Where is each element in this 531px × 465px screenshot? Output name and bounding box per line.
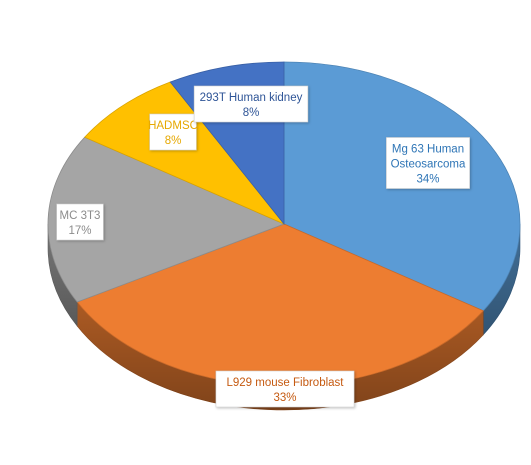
data-label-percent: 17% xyxy=(68,225,91,237)
data-label-category: MC 3T3 xyxy=(60,210,101,222)
data-label-category: 293T Human kidney xyxy=(200,92,303,104)
data-label-percent: 34% xyxy=(416,174,439,186)
data-label-category: L929 mouse Fibroblast xyxy=(227,377,345,389)
data-label-percent: 8% xyxy=(165,135,182,147)
data-label-mc-3t3: MC 3T3 17% xyxy=(56,203,104,241)
pie-top xyxy=(47,61,521,387)
data-label-mg-63-human-osteosarcoma: Mg 63 Human Osteosarcoma 34% xyxy=(386,137,470,189)
data-label-box xyxy=(386,137,470,189)
data-label-box xyxy=(149,113,197,151)
data-label-293t-human-kidney: 293T Human kidney 8% xyxy=(193,85,309,123)
data-label-hadmsc: HADMSC 8% xyxy=(148,113,198,151)
data-label-category: HADMSC xyxy=(148,120,198,132)
pie-side-shade-l929-mouse-fibroblast xyxy=(77,302,484,411)
data-label-percent: 8% xyxy=(243,107,260,119)
data-label-category: Mg 63 Human xyxy=(392,144,464,156)
data-label-box xyxy=(193,85,309,123)
data-label-l929-mouse-fibroblast: L929 mouse Fibroblast 33% xyxy=(215,370,355,408)
pie-slice-hadmsc[interactable] xyxy=(84,81,285,225)
data-label-box xyxy=(215,370,355,408)
pie-side-shade-mg-63-human-osteosarcoma xyxy=(483,224,520,335)
data-labels: Mg 63 Human Osteosarcoma 34% L929 mouse Fib… xyxy=(56,85,470,408)
pie-slice-mc-3t3[interactable] xyxy=(47,136,286,303)
data-label-category: Osteosarcoma xyxy=(391,159,466,171)
pie-sides xyxy=(47,223,521,411)
pie-side-shade-mc-3t3 xyxy=(48,224,78,327)
data-label-percent: 33% xyxy=(273,392,296,404)
data-label-box xyxy=(56,203,104,241)
